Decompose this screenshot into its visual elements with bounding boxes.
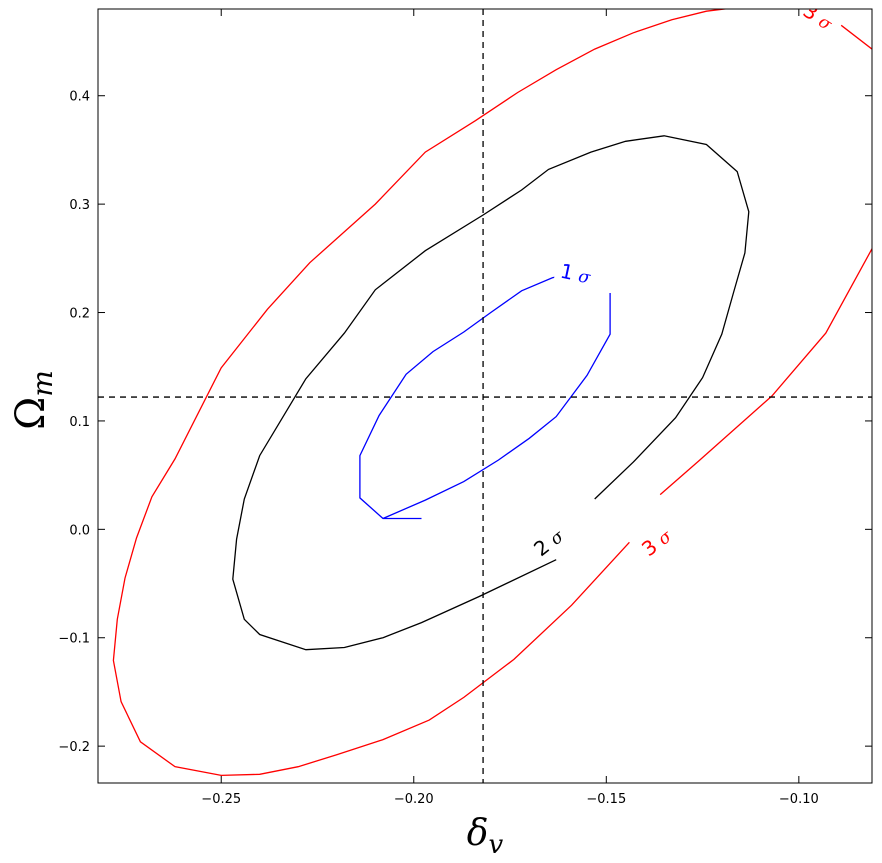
x-tick-label: −0.25 <box>201 792 241 807</box>
y-tick-label: 0.3 <box>69 198 90 213</box>
contour-3sigma-line-4 <box>840 24 872 50</box>
y-tick-label: 0.0 <box>69 523 90 538</box>
contour-1sigma-line-0 <box>359 272 611 520</box>
x-tick-label: −0.20 <box>394 792 434 807</box>
y-axis-label: Ωm <box>8 370 59 430</box>
contour-label-3sigma-2: 3σ <box>632 519 679 564</box>
contour-3sigma-line-3 <box>112 9 730 777</box>
contour-label-gap <box>553 256 598 289</box>
x-tick-label: −0.15 <box>586 792 626 807</box>
x-axis-label: δv <box>467 813 504 860</box>
y-tick-label: 0.4 <box>69 90 90 105</box>
reference-lines <box>98 9 872 783</box>
y-tick-label: −0.1 <box>58 632 90 647</box>
y-tick-label: 0.1 <box>69 415 90 430</box>
contour-labels: 1σ 2σ 3σ 3σ <box>524 9 842 564</box>
y-tick-label: 0.2 <box>69 307 90 322</box>
contour-label-3sigma-3: 3σ <box>795 9 842 37</box>
x-tick-label: −0.10 <box>779 792 819 807</box>
plot-frame <box>97 8 873 784</box>
contour-label-1sigma-0: 1σ <box>553 256 598 289</box>
contour-label-gap <box>632 519 679 564</box>
contour-lines <box>112 9 872 777</box>
y-tick-label: −0.2 <box>58 740 90 755</box>
contour-label-gap <box>795 9 842 37</box>
contour-2sigma-line-1 <box>232 135 750 651</box>
axis-ticks: −0.25 −0.20 −0.15 −0.10 −0.2 −0.1 0.0 0.1 0.2 0.3… <box>58 9 872 807</box>
contour-label-text: 1σ <box>558 259 593 289</box>
contour-3sigma-line-2 <box>659 247 872 496</box>
contour-label-gap <box>524 519 572 564</box>
contour-label-2sigma-1: 2σ <box>524 519 572 564</box>
